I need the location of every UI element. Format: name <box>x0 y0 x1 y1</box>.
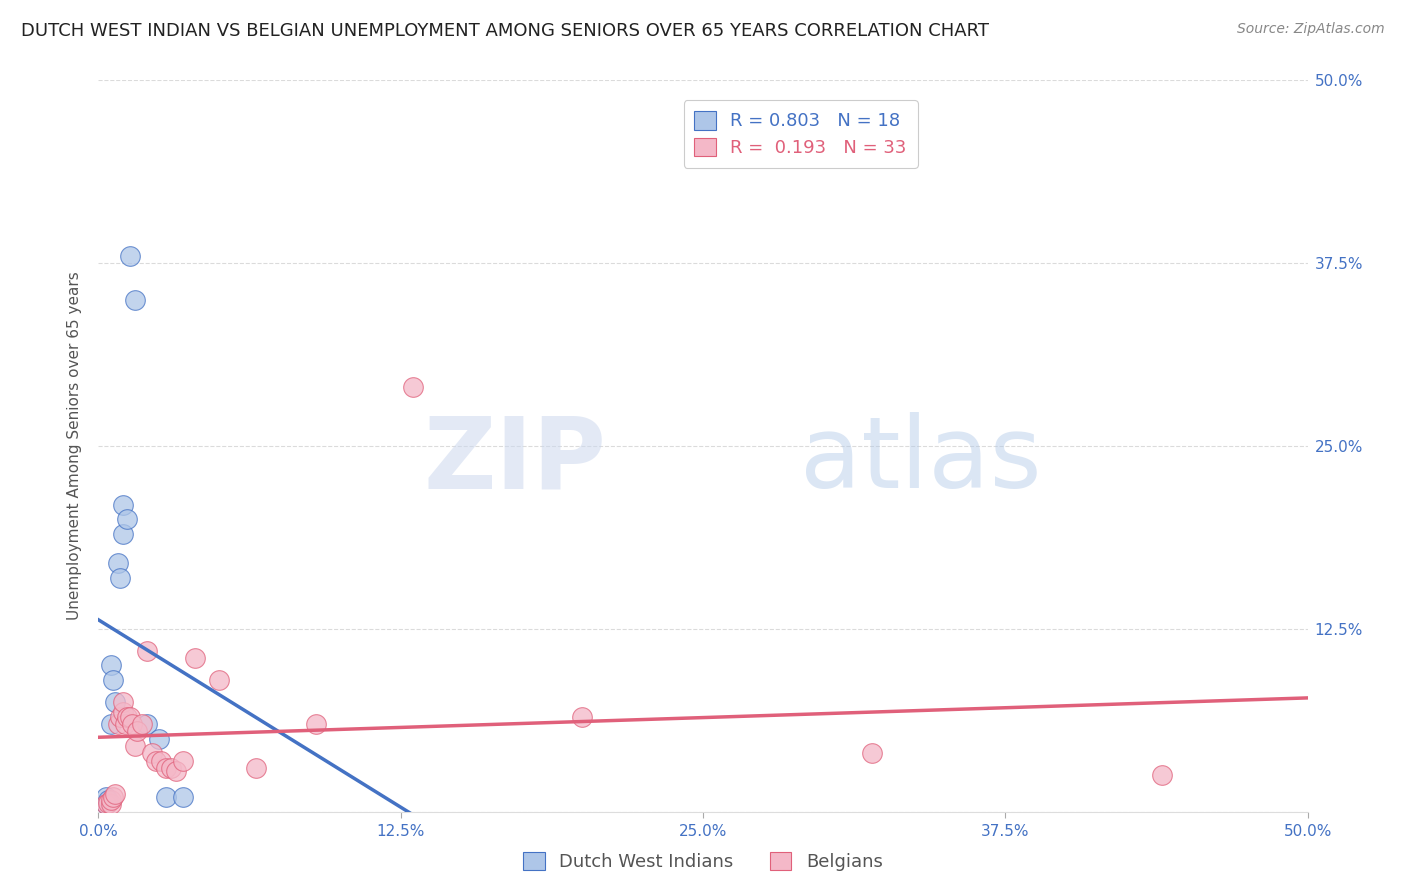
Legend: R = 0.803   N = 18, R =  0.193   N = 33: R = 0.803 N = 18, R = 0.193 N = 33 <box>683 100 918 168</box>
Point <box>571 709 593 723</box>
Point <box>860 746 883 760</box>
Point <box>107 717 129 731</box>
Point <box>124 293 146 307</box>
Text: Source: ZipAtlas.com: Source: ZipAtlas.com <box>1237 22 1385 37</box>
Point <box>111 498 134 512</box>
Point <box>141 746 163 760</box>
Point <box>111 705 134 719</box>
Point <box>1152 768 1174 782</box>
Point <box>108 571 131 585</box>
Point <box>245 761 267 775</box>
Text: atlas: atlas <box>800 412 1042 509</box>
Text: ZIP: ZIP <box>423 412 606 509</box>
Point <box>117 709 139 723</box>
Point <box>97 793 120 807</box>
Point <box>165 764 187 778</box>
Point <box>135 644 157 658</box>
Point <box>172 790 194 805</box>
Y-axis label: Unemployment Among Seniors over 65 years: Unemployment Among Seniors over 65 years <box>67 272 83 620</box>
Point <box>155 790 177 805</box>
Point <box>172 754 194 768</box>
Point <box>117 512 139 526</box>
Point <box>101 790 124 805</box>
Point <box>131 717 153 731</box>
Point <box>107 556 129 570</box>
Text: DUTCH WEST INDIAN VS BELGIAN UNEMPLOYMENT AMONG SENIORS OVER 65 YEARS CORRELATIO: DUTCH WEST INDIAN VS BELGIAN UNEMPLOYMEN… <box>21 22 988 40</box>
Point <box>208 673 231 687</box>
Point <box>94 797 117 812</box>
Point <box>101 673 124 687</box>
Point <box>94 797 117 812</box>
Point <box>94 790 117 805</box>
Point <box>160 761 183 775</box>
Point <box>305 717 328 731</box>
Point <box>402 380 425 394</box>
Point <box>100 717 122 731</box>
Point <box>135 717 157 731</box>
Point <box>150 754 173 768</box>
Point <box>118 709 141 723</box>
Point <box>100 797 122 812</box>
Point <box>100 793 122 807</box>
Point <box>127 724 149 739</box>
Point <box>104 787 127 801</box>
Point <box>114 717 136 731</box>
Point <box>108 709 131 723</box>
Point <box>104 695 127 709</box>
Point <box>118 249 141 263</box>
Point <box>121 717 143 731</box>
Point <box>148 731 170 746</box>
Point <box>155 761 177 775</box>
Point <box>145 754 167 768</box>
Point <box>124 739 146 753</box>
Legend: Dutch West Indians, Belgians: Dutch West Indians, Belgians <box>516 845 890 879</box>
Point <box>111 526 134 541</box>
Point <box>100 658 122 673</box>
Point <box>184 651 207 665</box>
Point <box>111 695 134 709</box>
Point <box>97 796 120 810</box>
